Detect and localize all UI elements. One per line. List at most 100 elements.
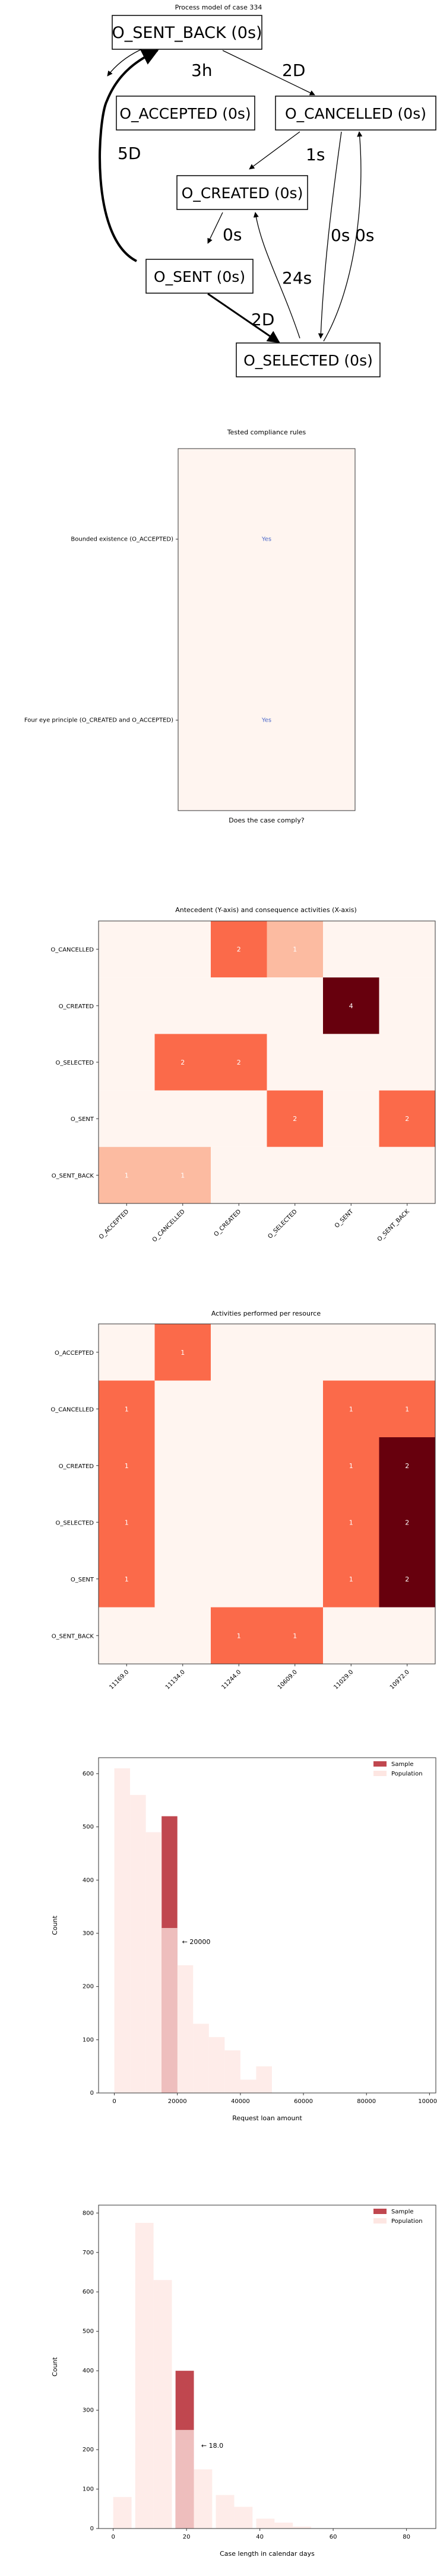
node-o-accepted [116, 96, 255, 131]
caselength-legend-label: Population [391, 2218, 423, 2225]
resource-cell-value: 1 [125, 1462, 129, 1470]
antecedent-cell [323, 977, 379, 1034]
resource-cell-value: 2 [405, 1462, 409, 1470]
resource-cell [99, 1551, 155, 1608]
antecedent-cell [211, 977, 267, 1034]
resource-col-label: 11244.0 [220, 1669, 242, 1691]
resource-col-label: 11134.0 [164, 1669, 186, 1691]
resource-cell [323, 1380, 379, 1437]
edge-sentback-cancelled [222, 50, 315, 96]
resource-cell [211, 1551, 267, 1608]
edge-created-sent [207, 212, 223, 244]
node-label-o-cancelled: O_CANCELLED (0s) [285, 105, 426, 122]
edge-label-sentback-accepted: 3h [191, 61, 213, 80]
loan-population-bar [145, 1832, 162, 2093]
caselength-ytick-label: 800 [83, 2210, 94, 2216]
resource-row-label: O_SENT [71, 1577, 94, 1583]
antecedent-cell [267, 921, 323, 978]
edge-label-selected-cancelled: 0s [355, 225, 374, 245]
resource-cell [154, 1607, 211, 1664]
loan-xtick-label: 0 [112, 2098, 116, 2105]
resource-cell [323, 1607, 379, 1664]
caselength-ytick-label: 100 [83, 2486, 94, 2493]
loan-ytick-label: 300 [83, 1930, 94, 1937]
compliance-title: Tested compliance rules [227, 428, 306, 436]
caselength-xtick-label: 20 [183, 2534, 191, 2540]
antecedent-cell [323, 1146, 379, 1203]
caselength-population-bar [256, 2518, 275, 2529]
loan-population-bar [162, 1927, 178, 2093]
edge-label-sentback-cancelled: 2D [282, 61, 305, 80]
resource-cell [154, 1324, 211, 1381]
loan-legend-swatch [373, 1771, 387, 1776]
loan-legend-swatch [373, 1761, 387, 1767]
resource-cell [323, 1551, 379, 1608]
caselength-ytick-label: 600 [83, 2289, 94, 2295]
resource-cell [211, 1380, 267, 1437]
loan-annotation: ← 20000 [182, 1938, 211, 1946]
resource-title: Activities performed per resource [211, 1310, 321, 1317]
resource-cell-value: 1 [293, 1632, 297, 1640]
resource-cell [379, 1551, 435, 1608]
resource-cell [99, 1437, 155, 1494]
antecedent-cell [267, 1034, 323, 1091]
edge-cancelled-created [249, 131, 300, 170]
resource-row-label: O_CREATED [59, 1463, 94, 1470]
caselength-ytick-label: 200 [83, 2447, 94, 2453]
loan-xtick-label: 80000 [357, 2098, 376, 2105]
resource-cell-value: 1 [125, 1405, 129, 1413]
antecedent-title: Antecedent (Y-axis) and consequence acti… [175, 906, 357, 914]
caselength-ytick-label: 400 [83, 2368, 94, 2374]
edge-selected-created [253, 212, 300, 339]
caselength-population-bar [175, 2429, 194, 2529]
edge-cancelled-selected [318, 131, 342, 339]
resource-frame [98, 1323, 436, 1665]
loan-population-bar [224, 2050, 240, 2093]
antecedent-cell-value: 1 [293, 946, 297, 954]
antecedent-row-label: O_CANCELLED [50, 947, 94, 954]
resource-cell [154, 1380, 211, 1437]
loan-xtick-label: 60000 [294, 2098, 313, 2105]
resource-row-label: O_CANCELLED [50, 1406, 94, 1413]
antecedent-cell [154, 1034, 211, 1091]
loan-xtick-label: 20000 [168, 2098, 187, 2105]
resource-cell [379, 1437, 435, 1494]
resource-col-label: 10972.0 [389, 1669, 411, 1691]
loan-legend-label: Population [391, 1771, 423, 1777]
antecedent-cell-value: 1 [180, 1171, 185, 1179]
antecedent-row-label: O_SENT [71, 1116, 94, 1123]
caselength-legend-swatch [373, 2209, 387, 2214]
edge-label-sent-selected: 2D [251, 310, 274, 329]
resource-cell-value: 1 [405, 1405, 409, 1413]
node-o-selected [236, 342, 381, 377]
caselength-ytick-label: 0 [90, 2526, 94, 2532]
caselength-annotation: ← 18.0 [201, 2442, 223, 2450]
antecedent-cell [379, 1146, 435, 1203]
antecedent-cell [379, 1090, 435, 1147]
resource-cell-value: 1 [125, 1576, 129, 1583]
loan-population-bar [114, 1768, 131, 2093]
resource-cell [211, 1437, 267, 1494]
loan-population-bar [177, 1965, 194, 2093]
compliance-cell-value: Yes [261, 536, 271, 543]
resource-cell [267, 1380, 323, 1437]
loan-legend-label: Sample [391, 1761, 414, 1768]
caselength-population-bar [274, 2523, 293, 2529]
caselength-ytick-label: 300 [83, 2407, 94, 2414]
node-o-created [176, 175, 308, 210]
caselength-xtick-label: 60 [330, 2534, 337, 2540]
antecedent-cell [154, 977, 211, 1034]
loan-ytick-label: 500 [83, 1824, 94, 1831]
edge-sent-selected [207, 293, 280, 344]
resource-cell [379, 1324, 435, 1381]
resource-cell [267, 1551, 323, 1608]
loan-ytick-label: 100 [83, 2037, 94, 2043]
antecedent-cell [99, 1146, 155, 1203]
resource-cell-value: 1 [180, 1349, 185, 1357]
node-label-o-created: O_CREATED (0s) [182, 185, 303, 202]
process-model-graph: Process model of case 334 3h 2D 5D 1s 0s… [99, 4, 436, 377]
resource-cell [99, 1324, 155, 1381]
caselength-population-bar [293, 2526, 312, 2529]
